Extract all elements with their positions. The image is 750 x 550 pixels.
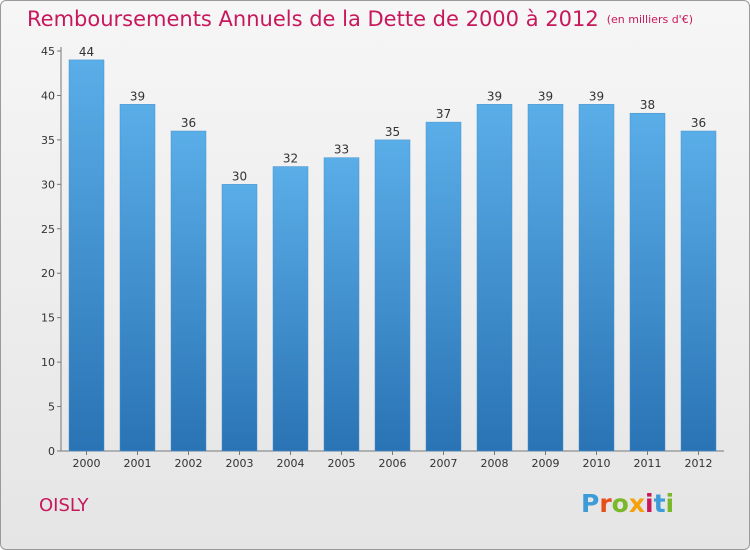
data-label-2008: 39 [487,89,502,103]
data-label-2005: 33 [334,143,349,157]
data-label-2002: 36 [181,116,196,130]
bar-2012 [680,130,717,452]
chart-title: Remboursements Annuels de la Dette de 20… [27,7,693,31]
data-label-2000: 44 [79,45,94,59]
data-label-2011: 38 [640,98,655,112]
x-tick-label-2000: 2000 [73,457,101,470]
logo-letter: i [665,489,675,518]
chart-title-text: Remboursements Annuels de la Dette de 20… [27,7,599,31]
chart-bars [68,59,717,452]
x-tick-label-2012: 2012 [685,457,713,470]
x-tick-label-2008: 2008 [481,457,509,470]
x-tick-label-2010: 2010 [583,457,611,470]
chart-labels: 44 39 36 30 32 33 35 37 39 39 39 38 36 [79,45,706,183]
logo-letter: P [581,489,600,518]
bar-2006 [374,139,411,452]
x-tick-label-2001: 2001 [124,457,152,470]
bar-2003 [221,184,258,452]
logo-letter: r [599,489,612,518]
data-label-2010: 39 [589,89,604,103]
data-label-2001: 39 [130,89,145,103]
bar-2007 [425,121,462,452]
x-tick-label-2006: 2006 [379,457,407,470]
bar-2008 [476,104,513,452]
bar-2001 [119,104,156,452]
y-tick-label: 5 [48,401,55,414]
y-tick-label: 45 [41,45,55,58]
x-tick-label-2004: 2004 [277,457,305,470]
bar-2002 [170,130,207,452]
y-tick-label: 20 [41,267,55,280]
x-tick-label-2011: 2011 [634,457,662,470]
x-tick-label-2002: 2002 [175,457,203,470]
bar-2010 [578,104,615,452]
x-tick-label-2003: 2003 [226,457,254,470]
chart-subtitle: (en milliers d'€) [606,13,693,26]
bar-2009 [527,104,564,452]
chart-axes: 0 5 10 15 20 25 30 35 40 45 2000 2001 2002 2003 2004 20… [41,45,724,470]
bar-2000 [68,59,105,452]
data-label-2006: 35 [385,125,400,139]
logo-letter: x [628,489,645,518]
x-tick-label-2005: 2005 [328,457,356,470]
logo-letter: i [645,489,654,518]
x-tick-label-2009: 2009 [532,457,560,470]
data-label-2003: 30 [232,169,247,183]
data-label-2007: 37 [436,107,451,121]
bar-2005 [323,157,360,452]
y-tick-label: 30 [41,178,55,191]
y-tick-label: 10 [41,356,55,369]
bar-2011 [629,112,666,452]
data-label-2009: 39 [538,89,553,103]
y-tick-label: 25 [41,223,55,236]
x-tick-label-2007: 2007 [430,457,458,470]
y-tick-label: 15 [41,312,55,325]
logo-letter: t [653,489,666,518]
proxiti-logo[interactable]: Proxiti [581,489,674,518]
data-label-2012: 36 [691,116,706,130]
y-tick-label: 35 [41,134,55,147]
y-tick-label: 0 [48,445,55,458]
bar-2004 [272,166,309,452]
y-tick-label: 40 [41,89,55,102]
data-label-2004: 32 [283,152,298,166]
city-name: OISLY [39,495,89,516]
logo-letter: o [611,489,629,518]
